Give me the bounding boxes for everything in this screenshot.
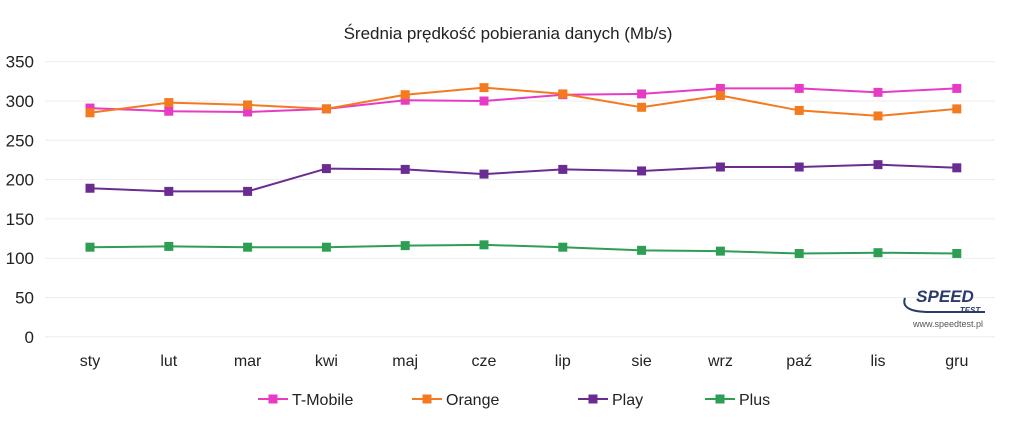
data-point <box>558 164 568 174</box>
data-point <box>794 162 804 172</box>
x-tick-label: wrz <box>707 353 733 370</box>
series-line <box>89 86 957 117</box>
chart-title: Średnia prędkość pobierania danych (Mb/s… <box>344 24 673 43</box>
data-point <box>164 186 174 196</box>
data-point <box>243 186 253 196</box>
series-plus <box>85 240 962 258</box>
data-point <box>85 103 95 113</box>
data-point <box>479 240 489 250</box>
data-point <box>85 108 95 118</box>
data-point <box>164 241 174 251</box>
y-tick-label: 350 <box>6 53 34 72</box>
y-tick-label: 100 <box>6 249 34 268</box>
series-play <box>85 160 962 196</box>
legend-label: Plus <box>739 392 770 409</box>
x-tick-label: sty <box>80 353 100 370</box>
data-point <box>715 246 725 256</box>
y-tick-label: 250 <box>6 131 34 150</box>
x-tick-label: sie <box>631 353 652 370</box>
speedtest-logo: SPEED TEST www.speedtest.pl <box>903 287 985 329</box>
data-point <box>85 183 95 193</box>
data-point <box>952 104 962 114</box>
data-point <box>715 162 725 172</box>
legend-item: T-Mobile <box>258 392 353 409</box>
data-point <box>558 89 568 99</box>
data-point <box>243 107 253 117</box>
x-tick-label: kwi <box>315 353 338 370</box>
data-point <box>558 242 568 252</box>
data-point <box>321 104 331 114</box>
legend: T-Mobile Orange Play Plus <box>258 392 770 409</box>
data-point <box>715 90 725 100</box>
legend-marker <box>715 394 725 404</box>
data-point <box>873 160 883 170</box>
series-line <box>89 163 957 193</box>
data-point <box>85 242 95 252</box>
legend-label: T-Mobile <box>292 392 353 409</box>
data-point <box>715 83 725 93</box>
legend-label: Orange <box>446 392 499 409</box>
x-tick-label: cze <box>472 353 497 370</box>
data-point <box>637 102 647 112</box>
data-point <box>952 163 962 173</box>
data-point <box>400 90 410 100</box>
x-tick-label: lis <box>870 353 885 370</box>
data-point <box>164 98 174 108</box>
legend-item: Orange <box>412 392 499 409</box>
data-point <box>873 248 883 258</box>
y-tick-label: 200 <box>6 171 34 190</box>
y-tick-label: 50 <box>15 289 34 308</box>
x-tick-label: gru <box>945 353 968 370</box>
data-point <box>637 245 647 255</box>
y-tick-label: 300 <box>6 92 34 111</box>
legend-marker <box>588 394 598 404</box>
data-point <box>873 111 883 121</box>
legend-marker <box>422 394 432 404</box>
data-point <box>479 96 489 106</box>
data-point <box>952 248 962 258</box>
data-point <box>794 248 804 258</box>
data-point <box>794 83 804 93</box>
series-line <box>89 87 957 114</box>
legend-label: Play <box>612 392 643 409</box>
svg-text:SPEED: SPEED <box>916 287 974 306</box>
data-point <box>637 166 647 176</box>
legend-item: Plus <box>705 392 770 409</box>
data-point <box>400 95 410 105</box>
data-point <box>243 242 253 252</box>
x-tick-label: lut <box>160 353 177 370</box>
data-point <box>479 83 489 93</box>
x-tick-label: paź <box>786 353 812 370</box>
series-orange <box>85 83 962 121</box>
data-point <box>873 87 883 97</box>
data-point <box>321 242 331 252</box>
data-point <box>637 89 647 99</box>
data-point <box>243 100 253 110</box>
y-tick-label: 0 <box>25 328 34 347</box>
legend-marker <box>268 394 278 404</box>
x-tick-label: lip <box>555 353 571 370</box>
data-point <box>479 169 489 179</box>
data-point <box>164 106 174 116</box>
data-point <box>952 83 962 93</box>
legend-item: Play <box>578 392 643 409</box>
x-tick-label: maj <box>392 353 418 370</box>
data-point <box>794 105 804 115</box>
series-line <box>89 243 957 255</box>
data-point <box>400 164 410 174</box>
y-tick-label: 150 <box>6 210 34 229</box>
data-point <box>321 164 331 174</box>
logo-url: www.speedtest.pl <box>912 319 983 329</box>
svg-text:TEST: TEST <box>960 306 982 315</box>
x-tick-label: mar <box>234 353 262 370</box>
data-point <box>400 241 410 251</box>
